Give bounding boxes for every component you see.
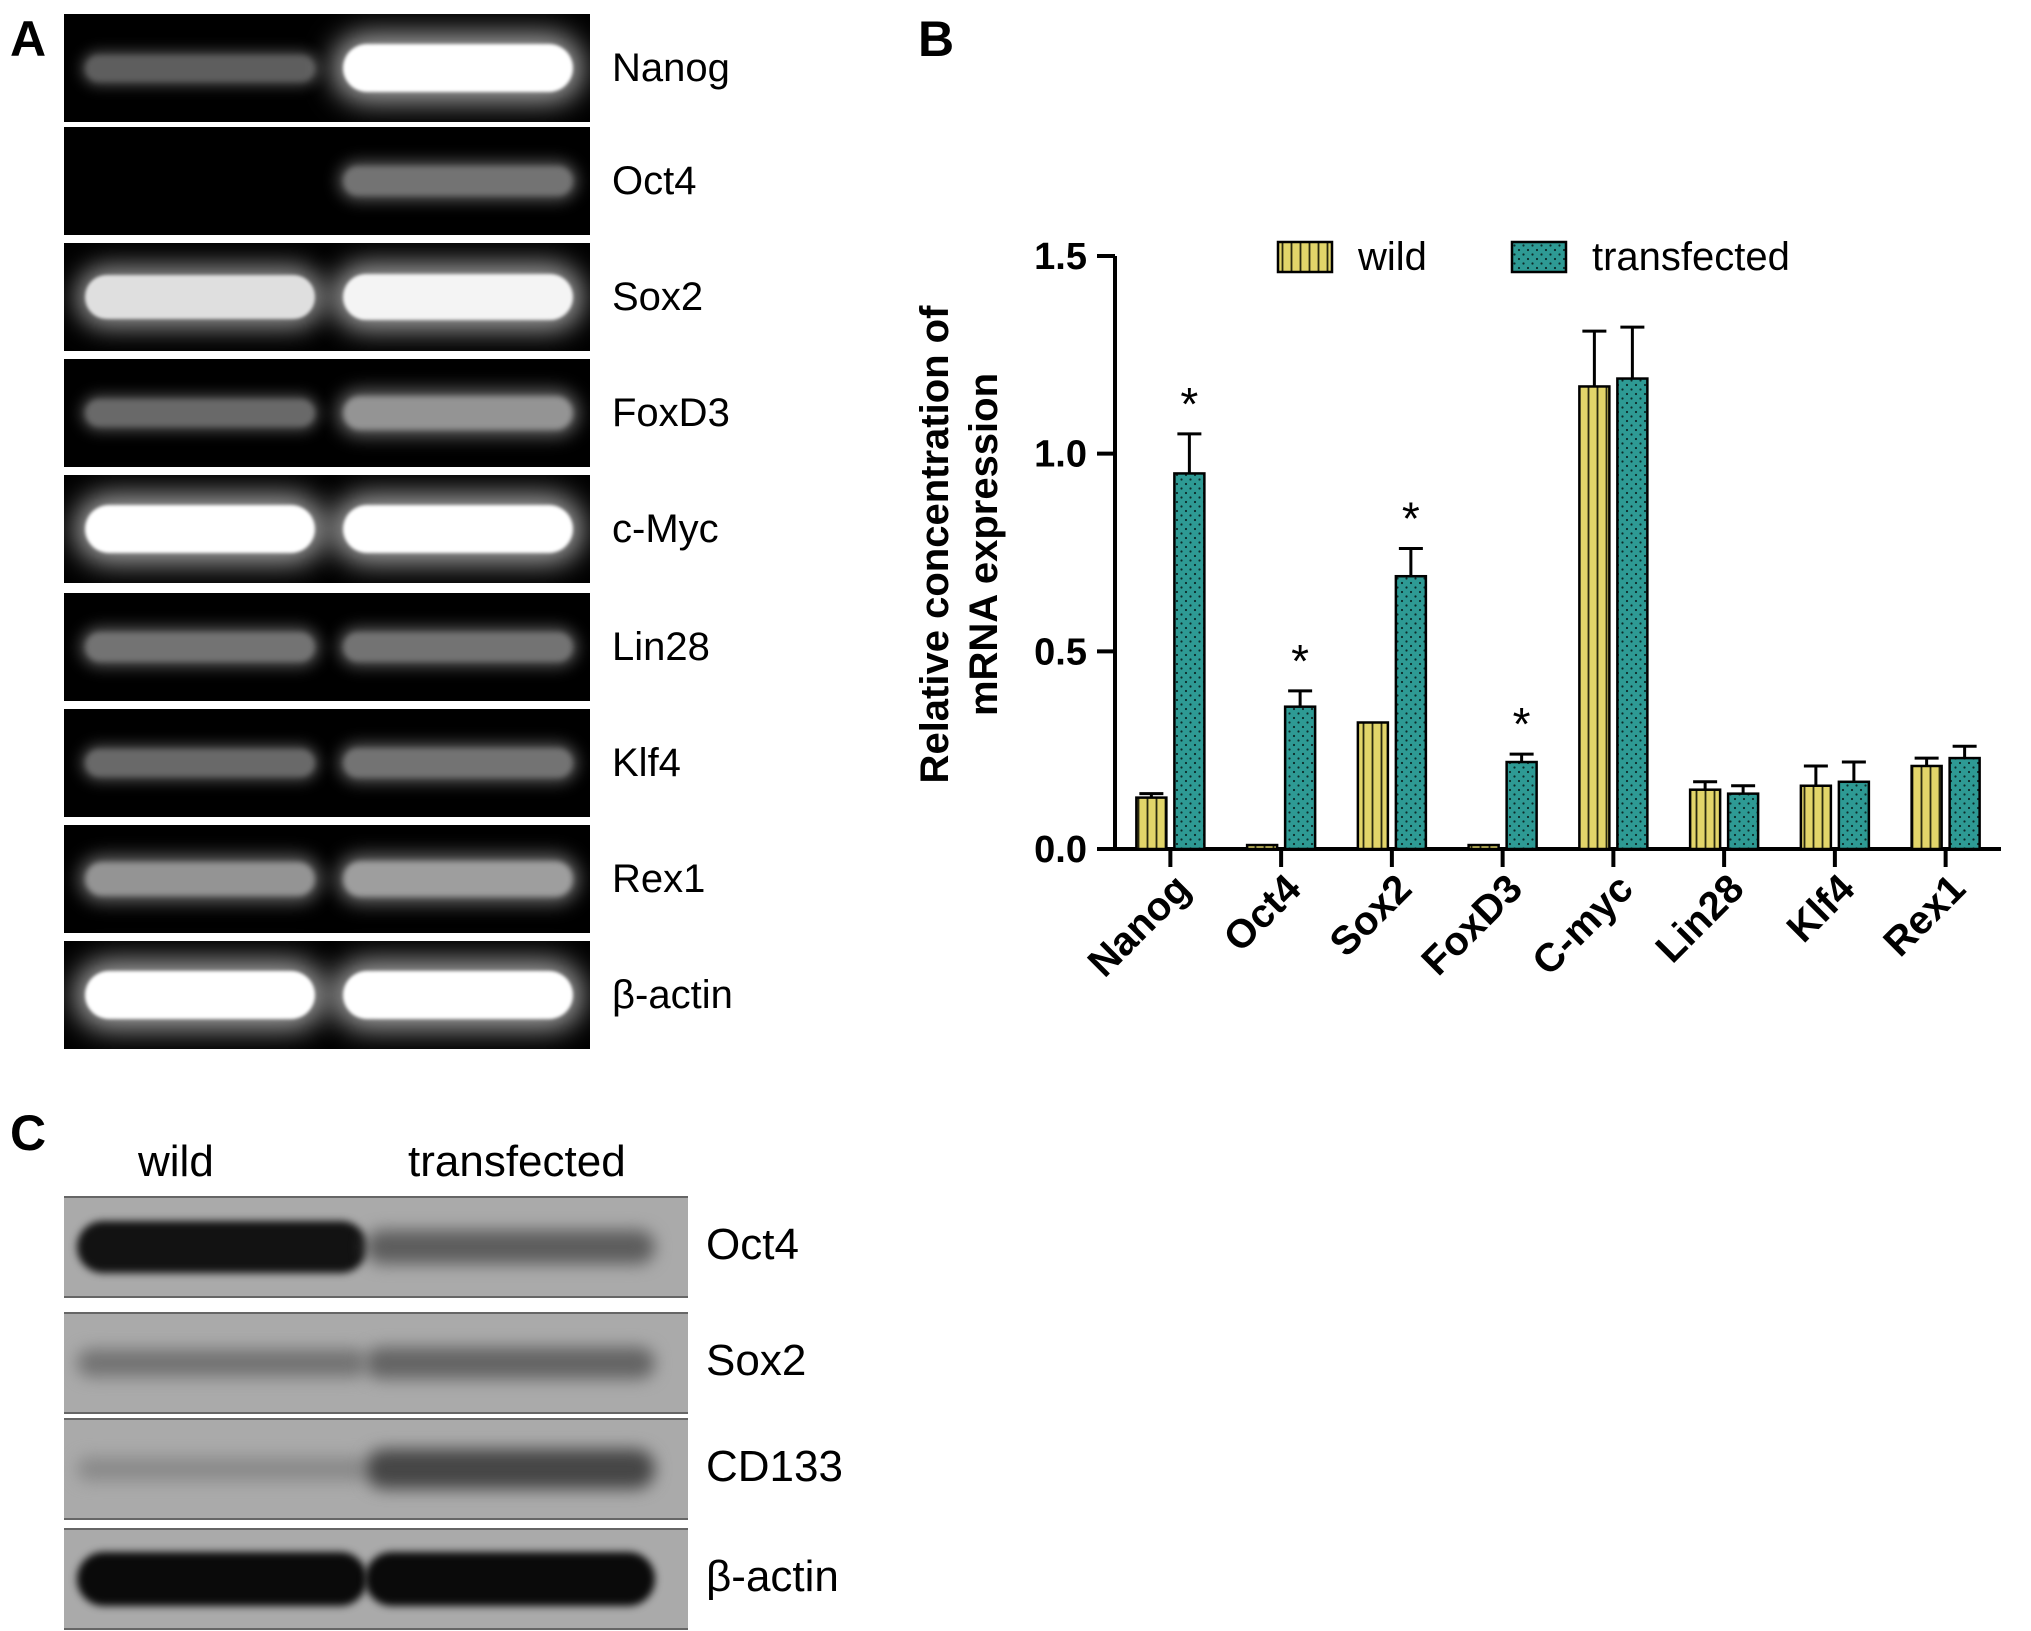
gel-band-transfected	[343, 273, 573, 321]
gel-row-label: c-Myc	[612, 507, 719, 551]
wb-row-3	[64, 1528, 688, 1630]
gel-band-wild	[85, 862, 315, 896]
bar-transfected	[1726, 792, 1760, 851]
x-tick-label: Oct4	[1215, 866, 1310, 961]
mrna-expression-bar-chart: 0.0 0.5 1.0 1.5 Relative concentration of mRN…	[913, 235, 2001, 985]
wb-band-wild	[77, 1552, 367, 1606]
bar-transfected	[1505, 760, 1538, 851]
bar-transfected	[1616, 377, 1649, 851]
gel-band-wild	[85, 54, 315, 82]
legend-label-transfected: transfected	[1592, 235, 1790, 279]
significance-star: *	[1180, 378, 1198, 430]
wb-band-wild	[77, 1220, 367, 1274]
gel-row-8	[64, 941, 590, 1049]
panel-letter-c: C	[10, 1105, 47, 1161]
gel-row-0	[64, 14, 590, 122]
bar-wild	[1799, 784, 1833, 851]
wb-band-transfected	[365, 1552, 655, 1606]
wb-row-2	[64, 1418, 688, 1520]
x-tick-label: Sox2	[1322, 866, 1421, 965]
gel-band-wild	[85, 971, 315, 1019]
wb-lane-label-wild: wild	[138, 1137, 214, 1186]
gel-band-transfected	[343, 505, 573, 553]
gel-band-transfected	[343, 44, 573, 92]
gel-band-wild	[85, 275, 315, 319]
x-tick-label: Klf4	[1779, 866, 1864, 951]
gel-row-4	[64, 475, 590, 583]
bar-wild	[1245, 843, 1279, 851]
x-tick-label: C-myc	[1524, 866, 1642, 984]
gel-row-label: Oct4	[612, 159, 697, 203]
gel-row-2	[64, 243, 590, 351]
gel-row-6	[64, 709, 590, 817]
legend-swatch-wild	[1276, 240, 1334, 274]
significance-star: *	[1291, 635, 1309, 687]
bar-wild	[1467, 843, 1500, 851]
x-tick-label: Lin28	[1647, 866, 1752, 971]
wb-band-transfected	[365, 1449, 655, 1489]
wb-band-transfected	[365, 1346, 655, 1380]
gel-band-transfected	[343, 632, 573, 662]
bar-transfected	[1173, 472, 1206, 851]
gel-row-label: Rex1	[612, 857, 706, 901]
y-tick-label: 0.5	[1034, 631, 1087, 673]
y-tick-label: 0.0	[1034, 829, 1087, 871]
bar-wild	[1910, 764, 1943, 851]
y-tick-label: 1.0	[1034, 434, 1087, 476]
gel-row-1	[64, 127, 590, 235]
gel-row-label: β-actin	[612, 973, 733, 1017]
x-tick-label: Nanog	[1080, 866, 1199, 985]
gel-band-wild	[85, 505, 315, 553]
bar-wild	[1356, 721, 1390, 851]
bar-transfected	[1837, 780, 1871, 851]
wb-band-wild	[77, 1457, 367, 1481]
y-axis-label-line2: mRNA expression	[962, 373, 1006, 716]
gel-band-transfected	[343, 861, 573, 897]
bar-wild	[1578, 385, 1611, 851]
gel-row-3	[64, 359, 590, 467]
legend-swatch-transfected	[1510, 240, 1568, 274]
gel-row-label: Nanog	[612, 46, 730, 90]
gel-row-label: Klf4	[612, 741, 681, 785]
bar-transfected	[1948, 756, 1981, 851]
bar-wild	[1135, 796, 1168, 851]
gel-row-label: Lin28	[612, 625, 710, 669]
gel-band-transfected	[343, 396, 573, 430]
x-tick-label: FoxD3	[1413, 866, 1531, 984]
significance-star: *	[1513, 698, 1531, 750]
gel-band-wild	[85, 748, 315, 778]
x-tick-label: Rex1	[1875, 866, 1974, 965]
wb-row-label: CD133	[706, 1442, 843, 1491]
gel-band-wild	[85, 632, 315, 662]
bar-wild	[1688, 788, 1722, 851]
wb-row-label: β-actin	[706, 1552, 839, 1601]
gel-row-5	[64, 593, 590, 701]
gel-row-label: FoxD3	[612, 391, 730, 435]
wb-row-label: Sox2	[706, 1336, 807, 1385]
panel-letter-b: B	[918, 11, 955, 67]
bar-transfected	[1394, 574, 1428, 851]
wb-row-label: Oct4	[706, 1220, 799, 1269]
wb-lane-label-transfected: transfected	[408, 1137, 626, 1186]
legend-label-wild: wild	[1357, 235, 1427, 279]
wb-row-1	[64, 1312, 688, 1414]
wb-band-wild	[77, 1348, 367, 1378]
gel-band-transfected	[343, 748, 573, 778]
wb-row-0	[64, 1196, 688, 1298]
gel-band-transfected	[343, 166, 573, 196]
y-tick-label: 1.5	[1034, 236, 1087, 278]
bar-transfected	[1283, 705, 1317, 851]
significance-star: *	[1402, 493, 1420, 545]
gel-band-transfected	[343, 971, 573, 1019]
gel-band-wild	[85, 398, 315, 428]
wb-band-transfected	[365, 1229, 655, 1265]
panel-letter-a: A	[10, 11, 47, 67]
y-axis-label-line1: Relative concentration of	[913, 305, 957, 784]
gel-row-label: Sox2	[612, 275, 704, 319]
gel-row-7	[64, 825, 590, 933]
